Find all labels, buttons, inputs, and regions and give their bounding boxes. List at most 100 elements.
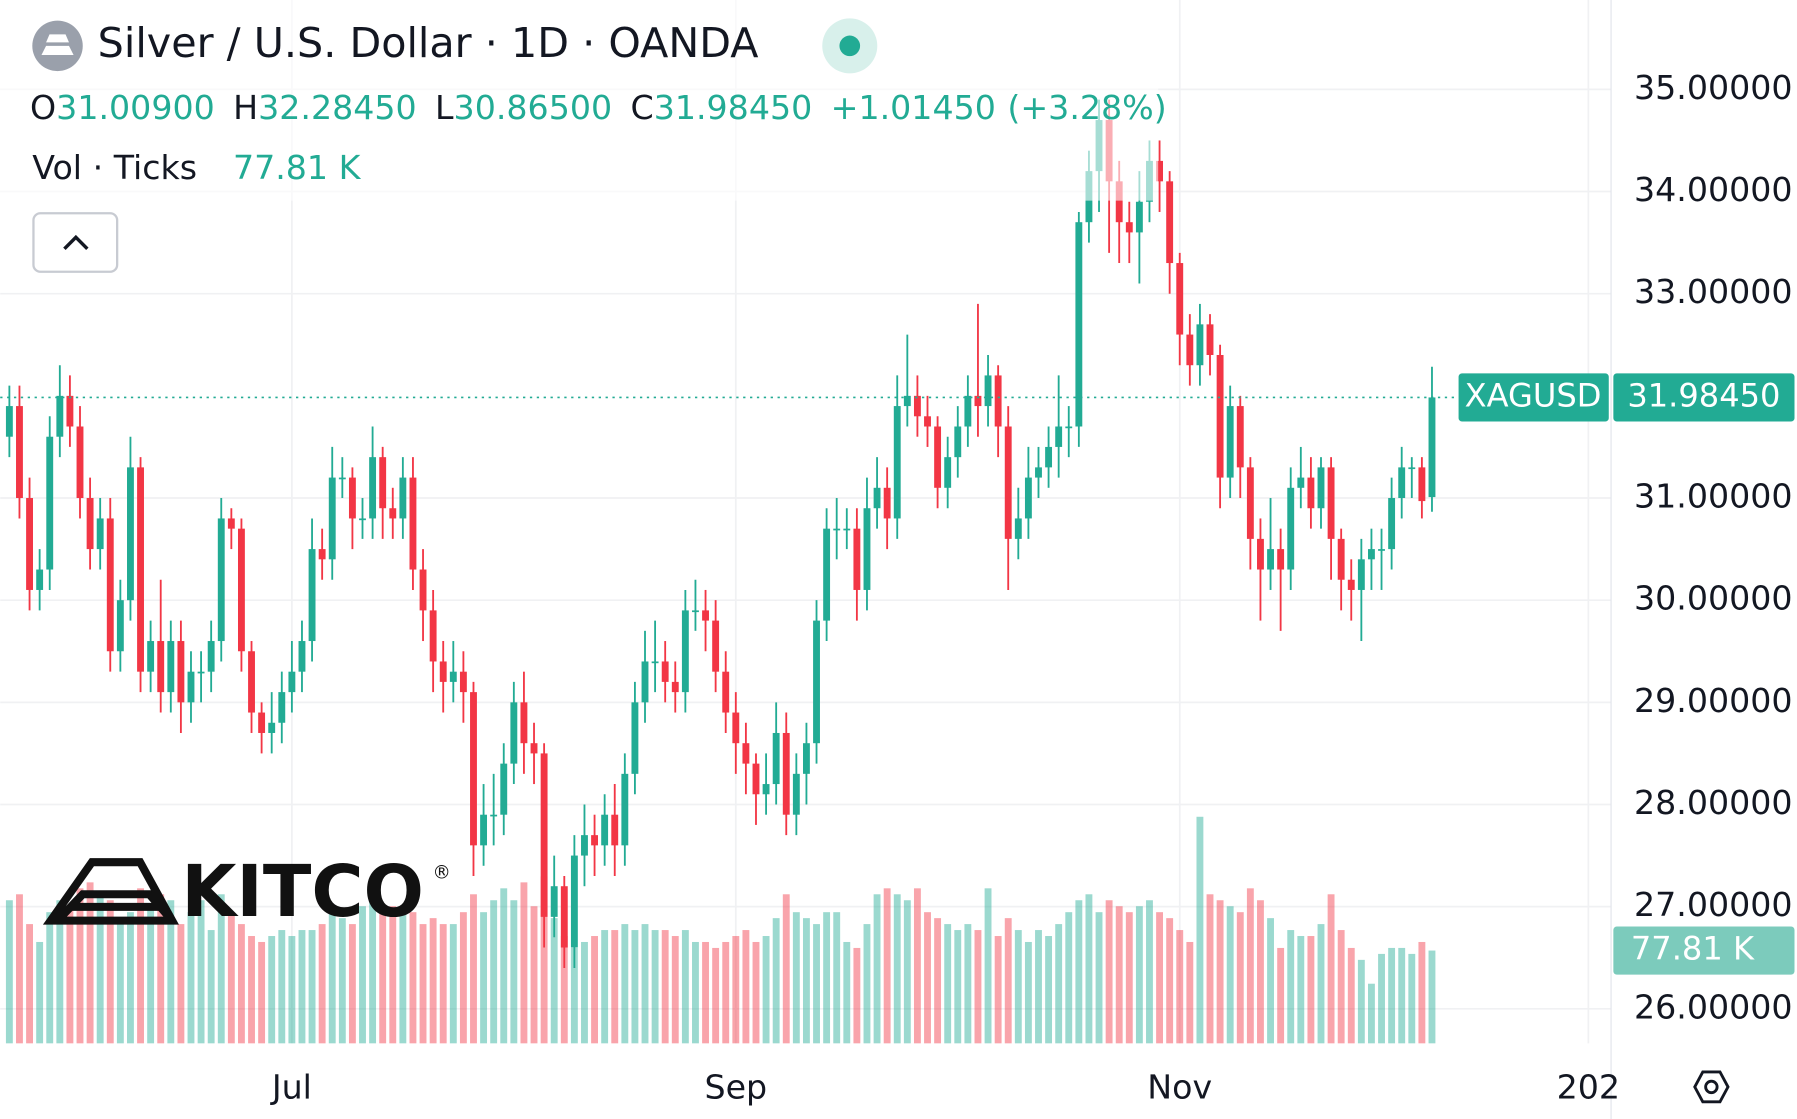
volume-bar — [1236, 912, 1244, 1044]
volume-bar — [116, 918, 124, 1044]
candle-body — [540, 753, 548, 917]
volume-bar — [1357, 959, 1365, 1044]
volume-bar — [913, 888, 921, 1044]
volume-bar — [742, 930, 750, 1044]
candle-body — [1246, 467, 1254, 539]
volume-bar — [137, 888, 144, 1044]
volume-bar — [994, 936, 1002, 1044]
volume-bar — [924, 912, 931, 1044]
volume-bar — [36, 941, 44, 1044]
volume-bar — [439, 924, 447, 1044]
candle-body — [36, 569, 44, 590]
candle-body — [924, 416, 931, 427]
volume-bar — [883, 888, 891, 1044]
volume-bar — [480, 912, 488, 1044]
volume-bar — [490, 900, 498, 1044]
volume-bar — [16, 894, 23, 1044]
volume-bar — [581, 941, 588, 1044]
candle-body — [671, 681, 679, 693]
candle-body — [1367, 549, 1375, 560]
candle-body — [772, 732, 780, 785]
volume-bar — [1176, 930, 1184, 1044]
volume-bar — [903, 900, 911, 1044]
candle-body — [964, 395, 972, 427]
volume-bar — [661, 930, 669, 1044]
volume-bar — [792, 912, 800, 1044]
volume-bar — [1045, 936, 1053, 1044]
volume-bar — [147, 906, 155, 1044]
volume-bar — [570, 947, 578, 1044]
volume-bar — [26, 924, 33, 1044]
candle-body — [1388, 498, 1396, 550]
volume-bar — [318, 924, 326, 1044]
settings-button[interactable] — [1693, 1070, 1730, 1104]
candle-body — [449, 671, 457, 682]
volume-bar — [974, 930, 982, 1044]
volume-bar — [1246, 888, 1254, 1044]
volume-bar — [359, 906, 366, 1044]
candle-body — [56, 395, 64, 437]
volume-bar — [258, 941, 266, 1044]
volume-bar — [1277, 947, 1285, 1044]
y-tick-label: 33.00000 — [1634, 272, 1793, 311]
ohlc-key: C — [630, 87, 653, 126]
candle-body — [369, 457, 377, 519]
candle-layer — [5, 99, 1436, 968]
candle-body — [227, 518, 235, 529]
candle-body — [762, 784, 770, 795]
candle-body — [974, 395, 982, 407]
candle-body — [702, 610, 709, 621]
volume-bar — [702, 941, 709, 1044]
volume-bar — [833, 912, 841, 1044]
change-pct: (+3.28%) — [1007, 87, 1166, 126]
candle-body — [1226, 406, 1234, 478]
volume-bar — [227, 912, 235, 1044]
candle-body — [712, 620, 720, 672]
ohlc-value: 31.98450 — [654, 87, 813, 126]
volume-bar — [873, 894, 881, 1044]
volume-bar — [772, 918, 780, 1044]
volume-bar — [681, 930, 689, 1044]
candle-body — [550, 886, 558, 917]
chart-title[interactable]: Silver / U.S. Dollar · 1D · OANDA — [98, 19, 759, 67]
volume-bar — [641, 924, 649, 1044]
collapse-button[interactable] — [32, 212, 119, 273]
candle-body — [1024, 477, 1032, 519]
volume-bar — [1055, 924, 1063, 1044]
volume-bar — [76, 888, 84, 1044]
volume-bar — [611, 930, 619, 1044]
candle-body — [853, 528, 861, 590]
candle-body — [379, 457, 387, 509]
candle-body — [873, 487, 881, 509]
candle-body — [1216, 354, 1224, 478]
volume-bar — [1398, 947, 1406, 1044]
candle-body — [76, 426, 84, 499]
ohlc-value: 31.00900 — [56, 87, 215, 126]
volume-bar — [802, 918, 810, 1044]
volume-bar — [1035, 930, 1042, 1044]
candle-body — [318, 549, 326, 560]
volume-bar — [459, 912, 467, 1044]
candle-body — [16, 406, 23, 499]
volume-bar — [237, 924, 245, 1044]
candle-body — [944, 457, 952, 488]
volume-bar — [167, 900, 175, 1044]
candle-body — [187, 671, 195, 703]
volume-bar — [1024, 941, 1032, 1044]
volume-bar — [449, 924, 457, 1044]
candle-body — [1115, 181, 1123, 223]
candle-body — [802, 743, 810, 774]
volume-bar — [1135, 906, 1143, 1044]
candle-body — [288, 671, 296, 693]
volume-layer — [5, 816, 1436, 1044]
volume-bar — [1004, 918, 1012, 1044]
volume-bar — [601, 930, 609, 1044]
candle-body — [328, 477, 336, 560]
candle-body — [147, 641, 155, 672]
candle-body — [1065, 426, 1073, 429]
settings-icon — [1704, 1079, 1719, 1095]
volume-bar — [823, 912, 831, 1044]
y-tick-label: 30.00000 — [1634, 579, 1793, 618]
volume-bar — [540, 876, 548, 1044]
candle-body — [823, 528, 831, 621]
